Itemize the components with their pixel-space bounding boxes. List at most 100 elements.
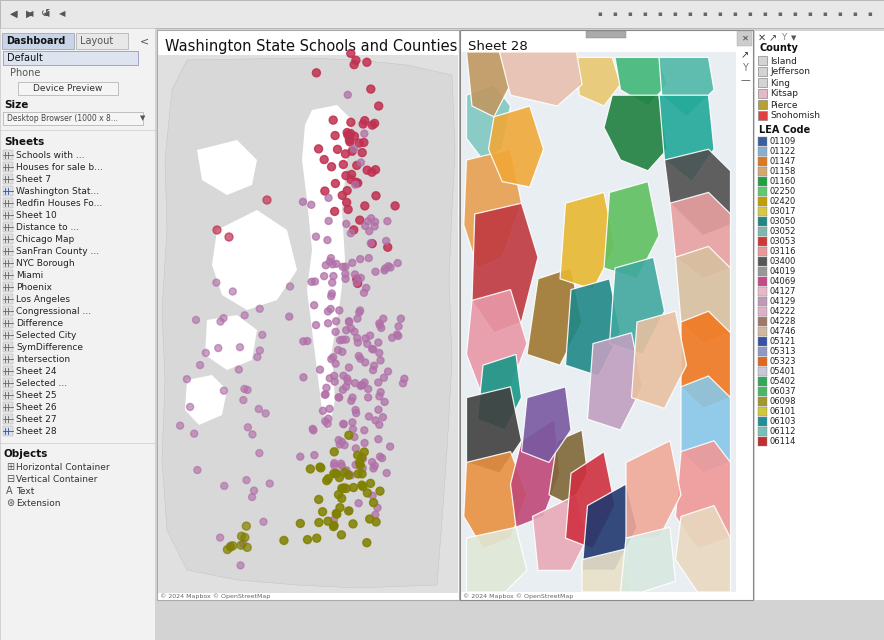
Text: ◀: ◀ bbox=[11, 9, 18, 19]
Circle shape bbox=[350, 61, 358, 68]
Circle shape bbox=[335, 474, 343, 482]
Circle shape bbox=[361, 440, 368, 447]
Circle shape bbox=[355, 216, 364, 224]
Circle shape bbox=[335, 436, 342, 444]
Circle shape bbox=[344, 205, 352, 214]
Bar bbox=[758, 377, 767, 386]
Circle shape bbox=[347, 397, 354, 404]
Circle shape bbox=[310, 301, 317, 308]
Circle shape bbox=[217, 534, 224, 541]
Bar bbox=[3, 51, 138, 65]
Text: <: < bbox=[140, 36, 149, 46]
Circle shape bbox=[311, 278, 318, 285]
Bar bbox=[461, 52, 736, 592]
Circle shape bbox=[370, 492, 376, 499]
Circle shape bbox=[333, 145, 341, 154]
Circle shape bbox=[220, 387, 227, 394]
Circle shape bbox=[385, 368, 392, 375]
Circle shape bbox=[332, 328, 339, 335]
Bar bbox=[460, 30, 753, 600]
Polygon shape bbox=[604, 182, 659, 279]
Circle shape bbox=[315, 145, 323, 153]
Text: 05402: 05402 bbox=[770, 378, 796, 387]
Circle shape bbox=[238, 532, 246, 540]
Bar bbox=[758, 287, 767, 296]
Circle shape bbox=[316, 464, 324, 472]
Bar bbox=[758, 317, 767, 326]
Circle shape bbox=[300, 374, 307, 381]
Bar bbox=[3, 112, 143, 125]
Circle shape bbox=[357, 383, 364, 389]
Circle shape bbox=[375, 406, 382, 413]
Polygon shape bbox=[621, 527, 675, 592]
Text: ▪: ▪ bbox=[867, 11, 873, 17]
Circle shape bbox=[331, 462, 338, 469]
Text: 06103: 06103 bbox=[770, 417, 796, 426]
Bar bbox=[758, 207, 767, 216]
Circle shape bbox=[366, 515, 374, 523]
Text: Layout: Layout bbox=[80, 36, 113, 46]
Circle shape bbox=[318, 508, 326, 516]
Circle shape bbox=[248, 493, 255, 500]
Circle shape bbox=[365, 413, 372, 420]
Text: ▪: ▪ bbox=[763, 11, 767, 17]
Text: Intersection: Intersection bbox=[16, 355, 70, 364]
Polygon shape bbox=[464, 452, 527, 548]
Text: 01160: 01160 bbox=[770, 177, 796, 186]
Circle shape bbox=[220, 315, 227, 322]
Bar bbox=[758, 297, 767, 306]
Circle shape bbox=[336, 307, 343, 314]
Circle shape bbox=[377, 357, 384, 364]
Circle shape bbox=[345, 431, 353, 439]
Circle shape bbox=[341, 483, 348, 490]
Text: ▪: ▪ bbox=[748, 11, 752, 17]
Polygon shape bbox=[566, 452, 615, 548]
Text: 04129: 04129 bbox=[770, 298, 796, 307]
Bar bbox=[758, 407, 767, 416]
Circle shape bbox=[353, 161, 361, 170]
Text: 03400: 03400 bbox=[770, 257, 796, 266]
Circle shape bbox=[280, 536, 288, 545]
Circle shape bbox=[326, 405, 333, 412]
Circle shape bbox=[343, 187, 351, 195]
Circle shape bbox=[334, 491, 342, 499]
Polygon shape bbox=[205, 315, 257, 370]
Circle shape bbox=[368, 240, 374, 246]
Text: ▼: ▼ bbox=[791, 35, 796, 41]
Circle shape bbox=[358, 454, 366, 461]
Circle shape bbox=[355, 139, 363, 147]
Text: Sheet 28: Sheet 28 bbox=[468, 40, 528, 52]
Circle shape bbox=[255, 406, 263, 413]
Circle shape bbox=[243, 477, 250, 484]
Circle shape bbox=[256, 305, 263, 312]
Circle shape bbox=[333, 260, 339, 268]
Circle shape bbox=[349, 426, 356, 433]
Circle shape bbox=[315, 518, 323, 527]
Circle shape bbox=[335, 347, 341, 354]
Circle shape bbox=[343, 129, 351, 136]
Circle shape bbox=[260, 518, 267, 525]
Bar bbox=[758, 197, 767, 206]
Circle shape bbox=[347, 325, 354, 332]
Circle shape bbox=[331, 207, 339, 216]
Circle shape bbox=[391, 202, 399, 210]
Circle shape bbox=[344, 131, 352, 139]
Polygon shape bbox=[464, 149, 522, 268]
Text: ↺: ↺ bbox=[42, 9, 50, 19]
Circle shape bbox=[336, 441, 343, 448]
Circle shape bbox=[344, 375, 351, 382]
Circle shape bbox=[356, 461, 364, 469]
Circle shape bbox=[244, 387, 251, 394]
Bar bbox=[3, 186, 13, 196]
Circle shape bbox=[365, 255, 372, 262]
Polygon shape bbox=[522, 387, 571, 462]
Circle shape bbox=[354, 335, 361, 342]
Text: 03053: 03053 bbox=[770, 237, 796, 246]
Circle shape bbox=[361, 448, 369, 456]
Circle shape bbox=[381, 267, 388, 274]
Circle shape bbox=[323, 477, 331, 484]
Circle shape bbox=[213, 226, 221, 234]
Circle shape bbox=[342, 336, 349, 343]
Bar bbox=[758, 277, 767, 286]
Text: Sheet 10: Sheet 10 bbox=[16, 211, 57, 220]
